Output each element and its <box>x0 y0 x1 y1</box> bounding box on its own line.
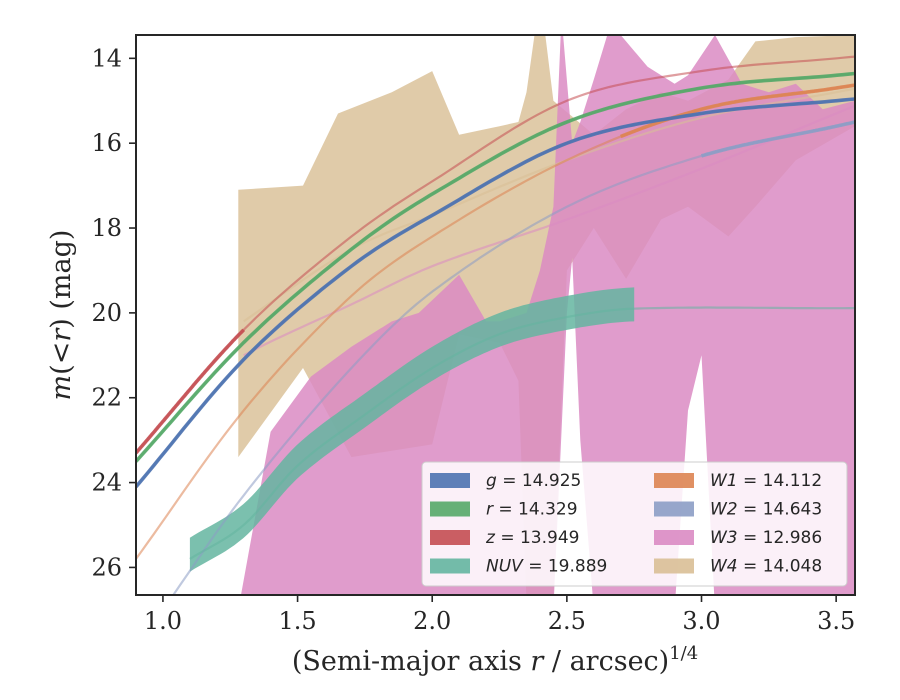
legend: g = 14.925 r = 14.329 z = 13.949 NUV = 19.8… <box>421 461 848 587</box>
plot-frame <box>135 34 856 596</box>
model-line-nuv <box>189 306 855 560</box>
legend-swatch-z <box>430 530 470 545</box>
legend-label-w2: W2 = 14.643 <box>710 500 822 520</box>
legend-label-w1: W1 = 14.112 <box>710 471 822 491</box>
x-tick-label: 1.5 <box>278 607 316 635</box>
band-nuv <box>189 287 635 572</box>
x-axis-label: (Semi-major axis r / arcsec)1/4 <box>292 643 698 677</box>
legend-box <box>421 461 848 587</box>
y-tick-label: 20 <box>91 299 122 327</box>
x-tick-label: 3.0 <box>682 607 720 635</box>
y-tick-label: 26 <box>91 553 122 581</box>
profile-line-g <box>136 97 855 488</box>
legend-label-w3: W3 = 12.986 <box>710 528 822 548</box>
plot-area <box>136 35 855 595</box>
legend-swatch-w3 <box>654 530 694 545</box>
legend-swatch-r <box>430 501 470 517</box>
legend-swatch-w2 <box>654 501 694 517</box>
legend-swatch-nuv <box>430 558 470 574</box>
axes: 1.0 1.5 2.0 2.5 3.0 3.5 14 16 18 20 22 24 26 <box>91 44 855 635</box>
y-tick-label: 14 <box>91 44 122 72</box>
x-tick-label: 3.5 <box>817 607 855 635</box>
legend-swatch-w4 <box>654 558 694 574</box>
legend-swatch-g <box>430 473 470 488</box>
profile-line-w2 <box>700 120 855 158</box>
y-tick-label: 22 <box>91 384 122 412</box>
legend-label-r: r = 14.329 <box>486 500 578 520</box>
legend-swatch-w1 <box>654 473 694 488</box>
y-tick-label: 16 <box>91 129 122 157</box>
legend-label-z: z = 13.949 <box>485 528 579 548</box>
profile-line-w1 <box>620 83 855 139</box>
y-tick-label: 24 <box>91 469 122 497</box>
x-tick-label: 2.0 <box>413 607 451 635</box>
model-line-z <box>136 55 855 454</box>
profile-line-z <box>136 328 246 455</box>
profile-line-r <box>136 71 855 463</box>
x-tick-label: 2.5 <box>548 607 586 635</box>
y-axis-label: m(<r) (mag) <box>46 230 77 401</box>
legend-label-w4: W4 = 14.048 <box>710 557 822 577</box>
legend-label-nuv: NUV = 19.889 <box>486 557 607 577</box>
x-tick-label: 1.0 <box>144 607 182 635</box>
legend-label-g: g = 14.925 <box>486 471 581 491</box>
model-line-w3 <box>243 104 855 357</box>
y-tick-label: 18 <box>91 214 122 242</box>
